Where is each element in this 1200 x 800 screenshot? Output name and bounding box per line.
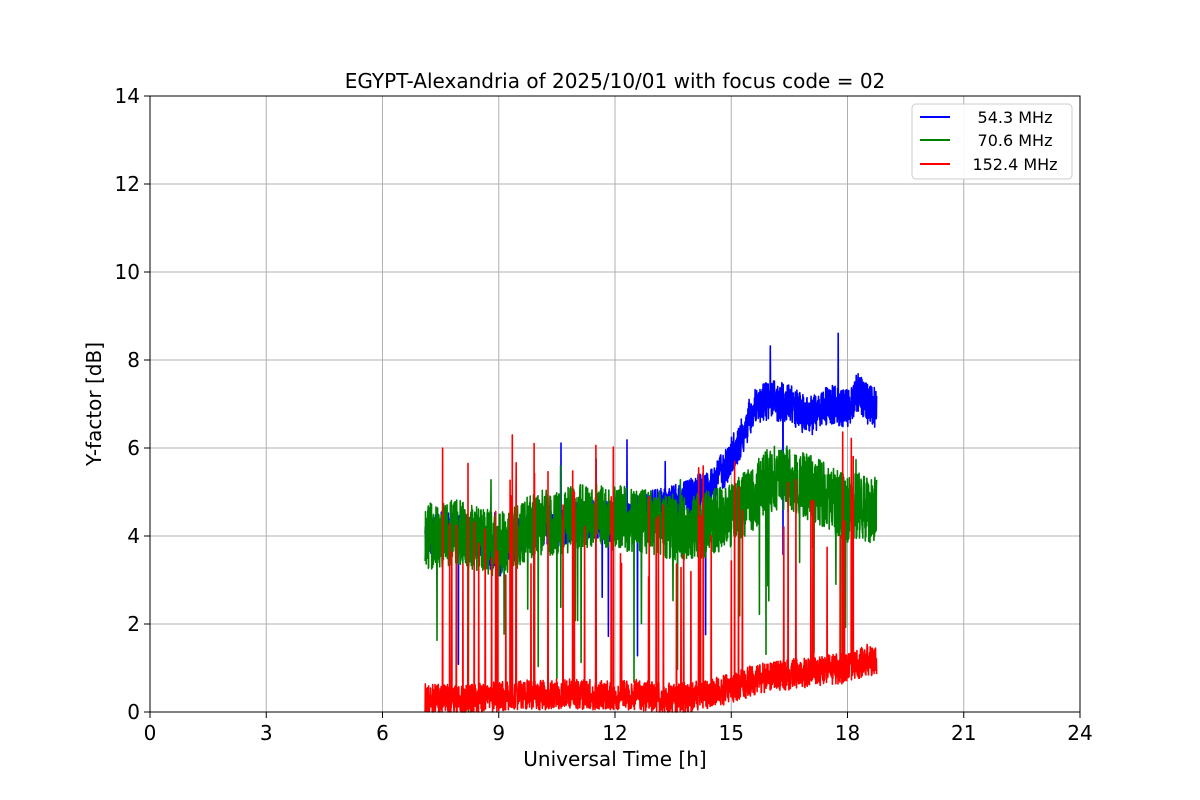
x-tick-label: 9: [492, 721, 505, 745]
y-tick-label: 4: [127, 524, 140, 548]
x-tick-label: 3: [260, 721, 273, 745]
legend-label-54-mhz: 54.3 MHz: [978, 108, 1053, 127]
legend-label-152-mhz: 152.4 MHz: [972, 155, 1057, 174]
y-tick-label: 10: [115, 260, 140, 284]
x-axis-label: Universal Time [h]: [523, 747, 706, 771]
x-tick-label: 24: [1067, 721, 1092, 745]
y-tick-label: 0: [127, 700, 140, 724]
series-lines: [424, 332, 878, 713]
x-tick-label: 15: [719, 721, 744, 745]
x-tick-label: 0: [144, 721, 157, 745]
x-tick-label: 18: [835, 721, 860, 745]
x-tick-label: 21: [951, 721, 976, 745]
y-tick-label: 6: [127, 436, 140, 460]
y-tick-label: 14: [115, 84, 140, 108]
legend-frame: [911, 103, 1073, 180]
series-line-152-mhz: [424, 431, 878, 713]
legend-label-70-mhz: 70.6 MHz: [978, 131, 1053, 150]
y-tick-label: 8: [127, 348, 140, 372]
chart-title: EGYPT-Alexandria of 2025/10/01 with focu…: [345, 69, 886, 93]
x-tick-label: 6: [376, 721, 389, 745]
y-tick-label: 2: [127, 612, 140, 636]
legend: 54.3 MHz 70.6 MHz 152.4 MHz: [911, 103, 1073, 180]
x-tick-label: 12: [602, 721, 627, 745]
series-line-70-mhz: [424, 445, 878, 713]
y-tick-label: 12: [115, 172, 140, 196]
y-axis-label: Y-factor [dB]: [82, 342, 106, 467]
